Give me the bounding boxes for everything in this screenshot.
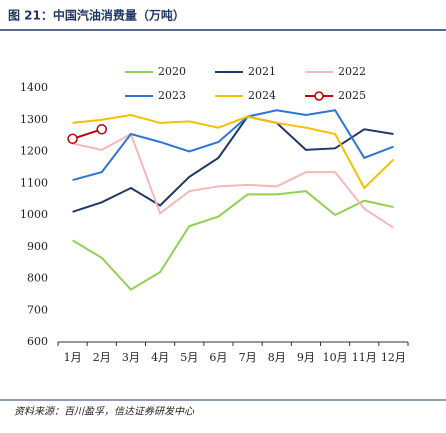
point (96, 124, 107, 135)
series-line (72, 109, 394, 182)
source: 资料来源：百川盈孚，信达证券研发中心 (14, 406, 195, 418)
legend-label: 2025 (338, 89, 366, 102)
x-tick-label: 3月 (122, 351, 140, 364)
x-tick-label: 2月 (93, 351, 111, 364)
y-tick-label: 700 (27, 303, 48, 316)
x-tick-label: 8月 (268, 351, 286, 364)
legend-label: 2022 (338, 65, 366, 78)
series-line (72, 115, 394, 213)
x-tick-label: 1月 (64, 351, 82, 364)
series-line (72, 190, 394, 291)
y-tick-label: 1300 (20, 113, 48, 126)
chart-title: 图 21：中国汽油消费量（万吨） (8, 8, 185, 23)
y-tick-label: 800 (27, 272, 48, 285)
x-tick-label: 6月 (209, 351, 227, 364)
y-tick-label: 1100 (20, 176, 48, 189)
x-tick-label: 7月 (239, 351, 257, 364)
y-tick-label: 1200 (20, 145, 48, 158)
x-tick-label: 12月 (381, 351, 406, 364)
legend-label: 2024 (248, 89, 276, 102)
series-line (72, 113, 395, 190)
x-tick-label: 10月 (323, 351, 348, 364)
legend-label: 2020 (158, 65, 186, 78)
x-tick-label: 5月 (180, 351, 198, 364)
x-tick-label: 4月 (151, 351, 169, 364)
legend-label: 2023 (158, 89, 186, 102)
series-line (72, 132, 394, 229)
x-tick-label: 11月 (352, 351, 377, 364)
legend-label: 2021 (248, 65, 276, 78)
point (67, 133, 78, 145)
y-tick-label: 1400 (20, 81, 48, 94)
x-tick-label: 9月 (297, 351, 315, 364)
y-tick-label: 1000 (20, 208, 48, 221)
legend-marker (314, 91, 324, 101)
y-tick-label: 900 (27, 240, 48, 253)
y-tick-label: 600 (27, 335, 48, 348)
